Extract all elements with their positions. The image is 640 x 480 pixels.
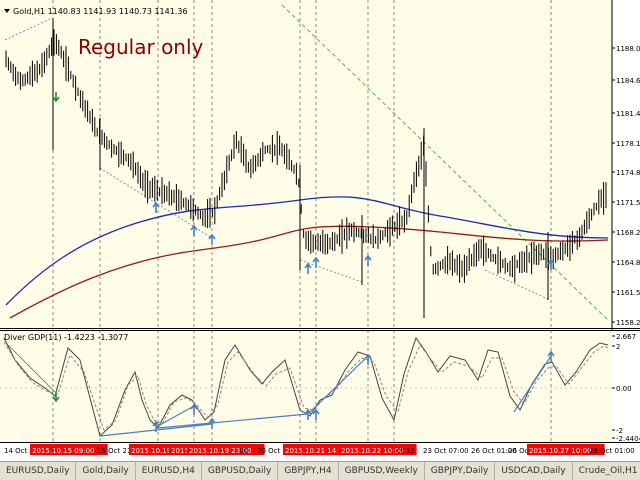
highlighted-time-box — [283, 444, 361, 455]
up-arrow-icon — [152, 420, 160, 432]
price-label: 1184.65 — [616, 77, 640, 85]
indicator-axis-label: 2.667 — [616, 333, 636, 341]
chart-tab[interactable]: EURUSD,Daily — [0, 462, 77, 480]
indicator-label: Diver GDP(11) -1.4223 -1.3077 — [4, 333, 128, 342]
time-label: 2015.10.21 14:00 — [285, 447, 347, 455]
up-arrow-icon — [547, 258, 555, 270]
indicator-signal-line[interactable] — [3, 341, 609, 431]
chart-tab[interactable]: Gold,Daily — [76, 462, 136, 480]
time-label: ct 15 — [397, 447, 415, 455]
up-arrow-icon — [547, 350, 555, 362]
price-label: 1181.45 — [616, 110, 640, 118]
indicator-axis-panel — [612, 330, 640, 442]
chart-tab[interactable]: Crude_Oil,H1 — [572, 462, 640, 480]
time-label: 2015. — [171, 447, 191, 455]
indicator-main-line[interactable] — [3, 336, 609, 437]
highlighted-time-box — [30, 444, 108, 455]
up-arrow-icon — [152, 201, 160, 213]
highlighted-time-box — [129, 444, 193, 455]
chart-tab[interactable]: EURUSD,H4 — [135, 462, 202, 480]
time-label: :00 — [237, 447, 248, 455]
price-divergence-lines — [4, 17, 551, 301]
highlighted-time-box — [169, 444, 196, 455]
price-label: 1158.25 — [616, 319, 640, 327]
up-arrow-icon — [190, 403, 198, 415]
price-label: 1178.15 — [616, 140, 640, 148]
price-label: 1174.80 — [616, 169, 640, 177]
chart-tab[interactable]: USDCAD,Daily — [495, 462, 573, 480]
price-axis-panel — [612, 0, 640, 328]
time-label: 20 Oct 15 — [257, 447, 291, 455]
price-axis: 1188.00 1184.65 1181.45 1178.15 1174.80 1171.… — [612, 45, 640, 327]
down-arrow-icon — [52, 392, 60, 403]
chart-svg[interactable]: Gold,H1 1140.83 1141.93 1140.73 1141.36 … — [0, 0, 640, 461]
divergence-vertical-lines — [52, 0, 552, 442]
up-arrow-icon — [364, 353, 372, 365]
price-label: 1188.00 — [616, 45, 640, 53]
up-arrow-icon — [208, 417, 216, 429]
time-label: 26 Oct 1 — [508, 447, 538, 455]
symbol-info: Gold,H1 1140.83 1141.93 1140.73 1141.36 — [13, 7, 188, 16]
indicator-axis-label: -2.4404 — [616, 435, 640, 443]
up-arrow-icon — [304, 408, 312, 420]
up-arrow-icon — [364, 254, 372, 266]
indicator-axis: 2.667 2 0.00 -2-2.4404 — [612, 333, 640, 443]
indicator-panel[interactable] — [0, 330, 612, 442]
time-label: 2015.10.19 23:00 — [189, 447, 251, 455]
price-label: 1164.85 — [616, 259, 640, 267]
price-candles — [5, 18, 607, 318]
regular-only-annotation[interactable]: Regular only — [78, 35, 204, 59]
up-arrow-icon — [312, 408, 320, 420]
chart-dropdown-icon[interactable] — [4, 9, 10, 13]
time-label: 26 Oct 01:00 — [471, 447, 517, 455]
price-label: 1168.20 — [616, 229, 640, 237]
time-label: 2015.10.22 10:00 — [341, 447, 403, 455]
indicator-divergence-start — [7, 344, 56, 393]
highlighted-time-box — [339, 444, 417, 455]
time-label: 2015.10.19 01 — [131, 447, 182, 455]
price-signal-arrows — [52, 92, 555, 274]
green-trend-line[interactable] — [281, 4, 609, 321]
price-label: 1161.55 — [616, 289, 640, 297]
price-label: 1171.50 — [616, 199, 640, 207]
red-moving-average[interactable] — [9, 225, 609, 319]
time-label: 23 Oct 07:00 — [423, 447, 469, 455]
up-arrow-icon — [208, 233, 216, 245]
time-label: 2015.10.15 09:00 — [32, 447, 94, 455]
indicator-axis-label: 0.00 — [616, 385, 632, 393]
time-label: 2015.10.27 10:00 — [529, 447, 591, 455]
chart-tab[interactable]: GBPJPY,H4 — [278, 462, 339, 480]
up-arrow-icon — [190, 224, 198, 236]
highlighted-time-box — [527, 444, 605, 455]
down-arrow-icon — [52, 92, 60, 103]
time-label: 14 Oct 2015 — [4, 447, 47, 455]
indicator-signal-arrows — [52, 350, 555, 432]
indicator-axis-label: 2 — [616, 343, 620, 351]
highlighted-time-box — [187, 444, 265, 455]
chart-tabs-bar: EURUSD,Daily Gold,Daily EURUSD,H4 GBPUSD,Da… — [0, 461, 640, 480]
chart-tab[interactable]: GBPUSD,Daily — [201, 462, 279, 480]
time-label: 28 Oct 01:00 — [589, 447, 635, 455]
indicator-axis-label: -2 — [616, 427, 623, 435]
up-arrow-icon — [304, 262, 312, 274]
time-label: 15 Oct 21:00 — [97, 447, 143, 455]
chart-tab[interactable]: GBPUSD,Weekly — [338, 462, 425, 480]
chart-tab[interactable]: GBPJPY,Daily — [424, 462, 496, 480]
up-arrow-icon — [312, 256, 320, 268]
